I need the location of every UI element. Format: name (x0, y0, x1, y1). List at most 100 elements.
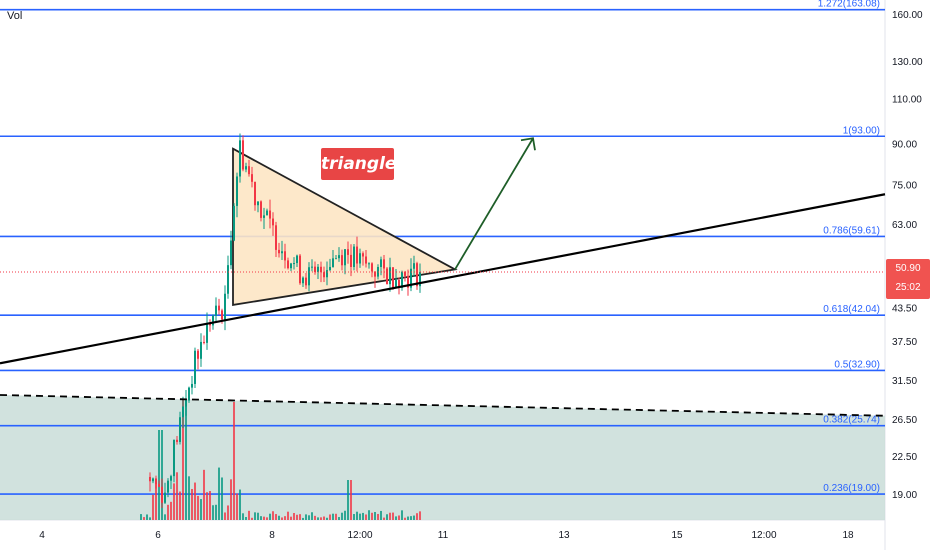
volume-bar (218, 467, 220, 520)
volume-bar (140, 514, 142, 520)
candle-body (278, 249, 280, 254)
candle-body (353, 246, 355, 267)
volume-bar (371, 512, 373, 520)
candle-body (239, 140, 241, 177)
candle-body (173, 439, 175, 477)
volume-bar (188, 476, 190, 520)
candle-body (314, 266, 316, 272)
candle-body (203, 341, 205, 343)
price-axis-tick: 130.00 (892, 57, 923, 68)
time-axis-tick: 18 (842, 530, 854, 541)
candle-body (410, 268, 412, 288)
volume-bar (248, 510, 250, 520)
volume-bar (392, 512, 394, 520)
fib-level-label: 0.5(32.90) (834, 359, 880, 370)
candle-body (305, 277, 307, 286)
volume-bar (407, 516, 409, 520)
candle-body (182, 406, 184, 418)
volume-bar (146, 514, 148, 520)
candle-body (323, 272, 325, 278)
time-axis-tick: 8 (269, 530, 275, 541)
fib-level-label: 1.272(163.08) (818, 0, 880, 10)
volume-bar (263, 516, 265, 520)
volume-bar (236, 493, 238, 520)
shaded-zone (0, 394, 885, 520)
candle-body (152, 478, 154, 482)
fib-level-label: 1(93.00) (843, 125, 880, 136)
volume-bar (410, 516, 412, 520)
candle-body (155, 478, 157, 485)
candle-body (413, 263, 415, 269)
time-axis-tick: 15 (671, 530, 683, 541)
volume-indicator-label[interactable]: Vol (7, 10, 23, 22)
volume-bar (206, 492, 208, 520)
candle-body (248, 166, 250, 175)
volume-bar (251, 517, 253, 520)
last-price-value: 50.90 (895, 263, 921, 274)
volume-bar (275, 514, 277, 520)
candle-body (368, 263, 370, 265)
volume-bar (269, 513, 271, 520)
fib-level-label: 0.618(42.04) (823, 304, 880, 315)
candle-body (386, 268, 388, 285)
candle-body (167, 480, 169, 493)
volume-bar (170, 501, 172, 520)
candle-body (380, 259, 382, 268)
candle-body (347, 249, 349, 255)
volume-bar (167, 504, 169, 520)
candle-body (362, 253, 364, 257)
volume-bar (314, 515, 316, 520)
volume-bar (272, 511, 274, 520)
candle-body (392, 267, 394, 288)
volume-bar (311, 512, 313, 520)
volume-bar (161, 430, 163, 520)
candle-body (332, 258, 334, 267)
volume-bar (323, 516, 325, 520)
volume-bar (395, 516, 397, 520)
volume-bar (224, 512, 226, 520)
candle-body (341, 255, 343, 266)
volume-bar (383, 517, 385, 520)
volume-bar (404, 517, 406, 520)
pattern-badge: triangle (321, 148, 396, 180)
candle-body (419, 271, 421, 287)
volume-bar (242, 513, 244, 520)
volume-bar (278, 515, 280, 520)
volume-bar (281, 517, 283, 520)
candle-body (299, 255, 301, 284)
volume-bar (296, 514, 298, 520)
volume-bar (341, 512, 343, 520)
candle-body (344, 249, 346, 266)
candle-body (302, 277, 304, 284)
volume-bar (359, 513, 361, 520)
candle-body (236, 176, 238, 206)
volume-bar (221, 477, 223, 520)
dashed-trendline (0, 394, 886, 417)
fib-level-label: 0.236(19.00) (823, 483, 880, 494)
volume-bar (413, 515, 415, 520)
target-arrow (454, 137, 534, 270)
candle-body (374, 271, 376, 277)
volume-bar (302, 517, 304, 520)
price-axis-tick: 37.50 (892, 337, 917, 348)
volume-bar (377, 513, 379, 520)
time-axis-tick: 11 (438, 530, 449, 541)
price-axis-tick: 19.00 (892, 490, 917, 501)
volume-bar (158, 430, 160, 520)
volume-bar (152, 494, 154, 520)
volume-bar (374, 511, 376, 520)
volume-bar (260, 516, 262, 520)
candle-body (212, 315, 214, 326)
price-axis-tick: 26.50 (892, 415, 917, 426)
candle-body (296, 255, 298, 264)
volume-bar (335, 513, 337, 520)
candle-body (260, 201, 262, 218)
volume-bar (356, 511, 358, 520)
volume-bar (389, 512, 391, 520)
candle-body (158, 484, 160, 487)
volume-bar (203, 469, 205, 520)
volume-bar (362, 512, 364, 520)
volume-bar (305, 514, 307, 520)
